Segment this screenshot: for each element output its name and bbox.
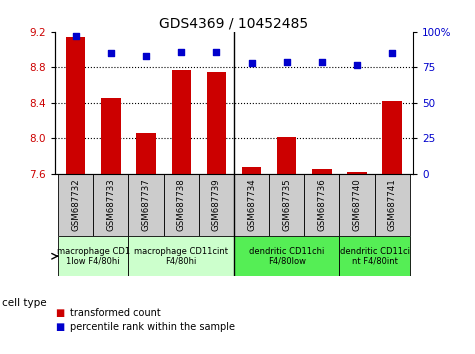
- FancyBboxPatch shape: [269, 174, 304, 236]
- Point: [389, 50, 396, 56]
- Point: [318, 59, 326, 64]
- Point: [142, 53, 150, 59]
- Text: GSM687734: GSM687734: [247, 179, 256, 232]
- Bar: [136, 133, 156, 174]
- Bar: [207, 72, 226, 174]
- Bar: [312, 169, 332, 174]
- FancyBboxPatch shape: [234, 174, 269, 236]
- FancyBboxPatch shape: [340, 174, 375, 236]
- Text: GSM687736: GSM687736: [317, 179, 326, 232]
- FancyBboxPatch shape: [93, 174, 128, 236]
- Text: GSM687739: GSM687739: [212, 179, 221, 232]
- FancyBboxPatch shape: [340, 236, 410, 276]
- FancyBboxPatch shape: [58, 236, 128, 276]
- Title: GDS4369 / 10452485: GDS4369 / 10452485: [160, 17, 308, 31]
- Point: [107, 50, 114, 56]
- Text: macrophage CD11cint
F4/80hi: macrophage CD11cint F4/80hi: [134, 246, 228, 266]
- Bar: [347, 172, 367, 174]
- Bar: [277, 137, 296, 174]
- FancyBboxPatch shape: [128, 174, 163, 236]
- FancyBboxPatch shape: [304, 174, 340, 236]
- Text: cell type: cell type: [2, 298, 47, 308]
- Text: GSM687735: GSM687735: [282, 179, 291, 232]
- FancyBboxPatch shape: [234, 236, 340, 276]
- FancyBboxPatch shape: [375, 174, 410, 236]
- Point: [177, 49, 185, 55]
- Bar: [382, 101, 402, 174]
- Text: dendritic CD11ci
nt F4/80int: dendritic CD11ci nt F4/80int: [340, 246, 409, 266]
- Point: [353, 62, 361, 67]
- Text: transformed count: transformed count: [70, 308, 161, 318]
- FancyBboxPatch shape: [163, 174, 199, 236]
- Point: [212, 49, 220, 55]
- Text: ■: ■: [55, 308, 64, 318]
- FancyBboxPatch shape: [58, 174, 93, 236]
- Text: GSM687737: GSM687737: [142, 179, 151, 232]
- Bar: [66, 37, 86, 174]
- Text: GSM687741: GSM687741: [388, 179, 397, 232]
- Text: percentile rank within the sample: percentile rank within the sample: [70, 322, 235, 332]
- Bar: [101, 98, 121, 174]
- Point: [283, 59, 291, 64]
- Text: GSM687740: GSM687740: [352, 179, 361, 232]
- FancyBboxPatch shape: [128, 236, 234, 276]
- Text: ■: ■: [55, 322, 64, 332]
- Text: macrophage CD1
1low F4/80hi: macrophage CD1 1low F4/80hi: [57, 246, 130, 266]
- Text: GSM687738: GSM687738: [177, 179, 186, 232]
- Bar: [171, 70, 191, 174]
- Text: GSM687732: GSM687732: [71, 179, 80, 232]
- Bar: [242, 167, 261, 174]
- Text: dendritic CD11chi
F4/80low: dendritic CD11chi F4/80low: [249, 246, 324, 266]
- Point: [72, 33, 79, 39]
- Text: GSM687733: GSM687733: [106, 179, 115, 232]
- Point: [248, 60, 256, 66]
- FancyBboxPatch shape: [199, 174, 234, 236]
